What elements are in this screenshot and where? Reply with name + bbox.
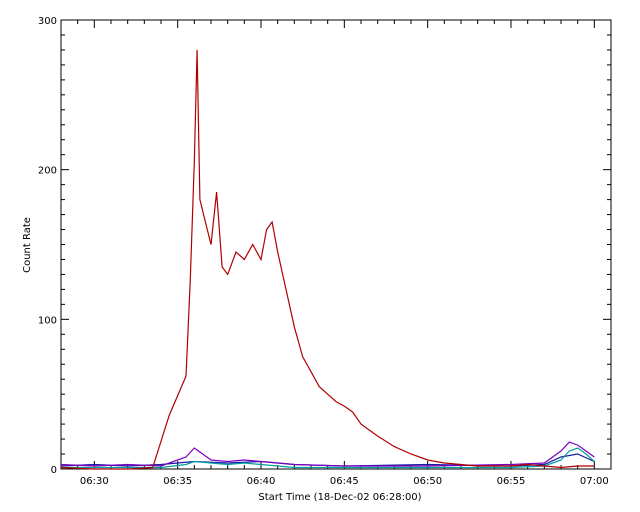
x-tick-label: 06:30	[80, 476, 109, 487]
series-line	[60, 441, 595, 467]
y-tick-label: 300	[38, 16, 57, 27]
y-axis-label: Count Rate	[22, 217, 33, 273]
y-tick-label: 100	[38, 315, 57, 326]
x-tick-label: 06:55	[497, 476, 526, 487]
x-tick-label: 06:40	[247, 476, 276, 487]
y-axis: 0 100 200 300	[38, 16, 611, 476]
series-layer	[60, 49, 595, 470]
x-tick-label: 06:45	[330, 476, 359, 487]
series-line	[61, 447, 595, 469]
x-tick-label: 07:00	[580, 476, 609, 487]
x-axis-label: Start Time (18-Dec-02 06:28:00)	[258, 492, 421, 503]
y-tick-label: 0	[51, 465, 57, 476]
series-line	[60, 49, 595, 470]
x-axis: 06:30 06:35 06:40 06:45 06:50 06:55 07:00	[60, 20, 612, 487]
x-tick-label: 06:50	[413, 476, 442, 487]
x-tick-label: 06:35	[163, 476, 192, 487]
y-tick-label: 200	[38, 166, 57, 177]
